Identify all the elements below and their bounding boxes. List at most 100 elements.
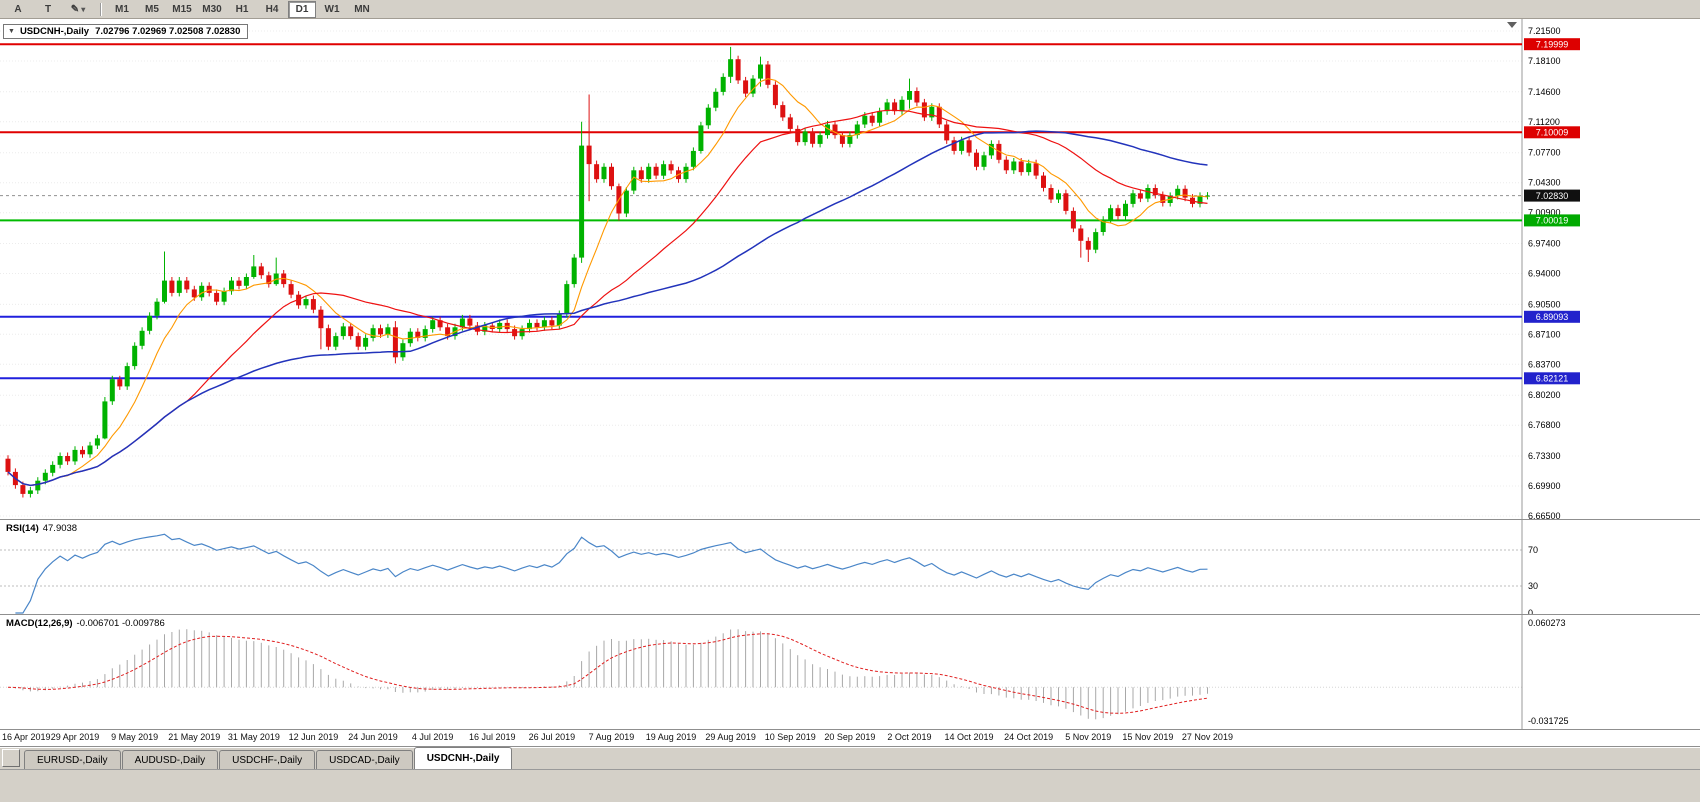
cursor-icon: A [14, 3, 22, 15]
timeframe-m1-button[interactable]: M1 [115, 3, 129, 15]
moving-average-8 [7, 78, 1208, 486]
date-axis-label: 16 Apr 2019 [2, 732, 51, 742]
price-chart-svg: 7.21500 7.18100 7.14600 7.11200 7.07700 7.043… [0, 19, 1700, 519]
price-tag: 6.82121 [1524, 372, 1580, 385]
crosshair-icon: T [44, 3, 52, 15]
panel-divider [0, 729, 1700, 730]
tab-usdcad-daily[interactable]: USDCAD-,Daily [316, 750, 413, 769]
macd-label: MACD(12,26,9) -0.006701 -0.009786 [6, 618, 165, 629]
macd-values: -0.006701 -0.009786 [76, 618, 165, 629]
price-axis-label: 7.21500 [1528, 26, 1561, 36]
price-axis-label: 6.73300 [1528, 451, 1561, 461]
price-axis-label: 6.66500 [1528, 511, 1561, 519]
price-axis-label: 6.94000 [1528, 269, 1561, 279]
moving-average-55 [7, 130, 1208, 487]
moving-average-25 [7, 109, 1208, 487]
price-axis-label: 6.87100 [1528, 329, 1561, 339]
timeframe-h4-button[interactable]: H4 [265, 3, 279, 15]
toolbar-draw-tools-button[interactable]: ✎ ▾ [64, 1, 92, 18]
price-axis-label: 6.83700 [1528, 359, 1561, 369]
date-axis-label: 4 Jul 2019 [411, 732, 454, 742]
tab-usdcnh-daily[interactable]: USDCNH-,Daily [413, 747, 513, 769]
macd-histogram [14, 629, 1208, 720]
timeframe-m5-button[interactable]: M5 [145, 3, 159, 15]
dropdown-caret-icon: ▾ [81, 4, 86, 14]
rsi-panel[interactable]: 70 30 0 [0, 520, 1700, 614]
tab-audusd-daily[interactable]: AUDUSD-,Daily [121, 750, 219, 769]
toolbar: A T ✎ ▾ M1 M5 M15 M30 H1 H4 D1 W1 MN [0, 0, 1700, 19]
macd-plot-background[interactable] [0, 615, 1700, 729]
price-axis-label: 6.90500 [1528, 299, 1561, 309]
tab-usdchf-daily[interactable]: USDCHF-,Daily [219, 750, 316, 769]
panel-divider [0, 746, 1700, 747]
tab-scroll-button[interactable] [2, 749, 20, 767]
rsi-axis-label: 30 [1528, 581, 1538, 591]
price-tag: 7.19999 [1524, 38, 1580, 51]
price-axis-label: 7.11200 [1528, 117, 1560, 127]
macd-name: MACD(12,26,9) [6, 618, 73, 629]
price-axis-label: 7.18100 [1528, 56, 1561, 66]
rsi-name: RSI(14) [6, 523, 39, 534]
price-axis-label: 7.00900 [1528, 208, 1561, 218]
time-axis[interactable]: 16 Apr 2019 29 Apr 2019 9 May 2019 21 May 2… [0, 730, 1700, 746]
date-axis-label: 9 May 2019 [111, 732, 159, 742]
date-axis-label: 29 Apr 2019 [50, 732, 100, 742]
svg-text:7.10009: 7.10009 [1536, 128, 1569, 138]
status-strip [0, 769, 1700, 802]
date-axis-label: 2 Oct 2019 [887, 732, 932, 742]
rsi-svg: 70 30 0 [0, 520, 1700, 614]
chart-title: ▼ USDCNH-,Daily 7.02796 7.02969 7.02508 … [3, 24, 249, 39]
date-axis-label: 31 May 2019 [227, 732, 280, 742]
timeframe-m30-button[interactable]: M30 [202, 3, 222, 15]
price-axis-label: 7.14600 [1528, 87, 1561, 97]
price-axis-label: 6.69900 [1528, 481, 1561, 491]
svg-text:6.82121: 6.82121 [1536, 374, 1569, 384]
timeframe-w1-button[interactable]: W1 [324, 3, 340, 15]
svg-text:7.02830: 7.02830 [1536, 191, 1569, 201]
price-tag: 6.89093 [1524, 310, 1580, 323]
timeframe-mn-button[interactable]: MN [354, 3, 370, 15]
date-axis-label: 19 Aug 2019 [645, 732, 697, 742]
macd-signal-line [7, 633, 1208, 714]
price-chart-panel[interactable]: 7.21500 7.18100 7.14600 7.11200 7.07700 7.043… [0, 19, 1700, 519]
date-axis-label: 12 Jun 2019 [288, 732, 339, 742]
price-tag: 7.00019 [1524, 214, 1580, 227]
price-axis-label: 7.07700 [1528, 148, 1561, 158]
tab-eurusd-daily[interactable]: EURUSD-,Daily [24, 750, 121, 769]
chart-tab-bar: EURUSD-,Daily AUDUSD-,Daily USDCHF-,Daily U… [0, 747, 1700, 769]
price-axis-label: 7.04300 [1528, 178, 1561, 188]
toolbar-cursor-button[interactable]: A [4, 1, 32, 18]
svg-text:7.19999: 7.19999 [1536, 39, 1569, 49]
date-axis-label: 24 Oct 2019 [1004, 732, 1054, 742]
panel-divider[interactable] [0, 519, 1700, 520]
price-axis-label: 6.97400 [1528, 239, 1561, 249]
chart-plot-background[interactable] [0, 19, 1700, 519]
date-axis-label: 27 Nov 2019 [1181, 732, 1233, 742]
toolbar-separator [100, 2, 102, 16]
date-axis-label: 29 Aug 2019 [705, 732, 756, 742]
rsi-label: RSI(14) 47.9038 [6, 523, 77, 534]
timeframe-m15-button[interactable]: M15 [172, 3, 192, 15]
date-axis-label: 20 Sep 2019 [824, 732, 876, 742]
panel-divider[interactable] [0, 614, 1700, 615]
timeframe-h1-button[interactable]: H1 [235, 3, 249, 15]
date-axis-label: 15 Nov 2019 [1122, 732, 1174, 742]
svg-text:7.00019: 7.00019 [1536, 216, 1569, 226]
timeframe-d1-button[interactable]: D1 [288, 0, 316, 18]
date-axis-label: 14 Oct 2019 [944, 732, 994, 742]
macd-panel[interactable]: 0.060273 -0.031725 [0, 615, 1700, 729]
symbol-period-label: USDCNH-,Daily [19, 26, 90, 37]
shift-marker-icon[interactable] [1507, 22, 1517, 28]
date-axis-label: 10 Sep 2019 [764, 732, 816, 742]
price-axis-label: 6.80200 [1528, 390, 1561, 400]
macd-svg: 0.060273 -0.031725 [0, 615, 1700, 729]
date-axis-label: 26 Jul 2019 [528, 732, 576, 742]
rsi-value: 47.9038 [42, 523, 78, 534]
collapse-arrow-icon[interactable]: ▼ [8, 28, 15, 35]
draw-tools-icon: ✎ [70, 3, 80, 15]
svg-text:6.89093: 6.89093 [1536, 312, 1569, 322]
price-tag: 7.10009 [1524, 126, 1580, 139]
toolbar-crosshair-button[interactable]: T [34, 1, 62, 18]
price-axis-label: 6.76800 [1528, 420, 1561, 430]
